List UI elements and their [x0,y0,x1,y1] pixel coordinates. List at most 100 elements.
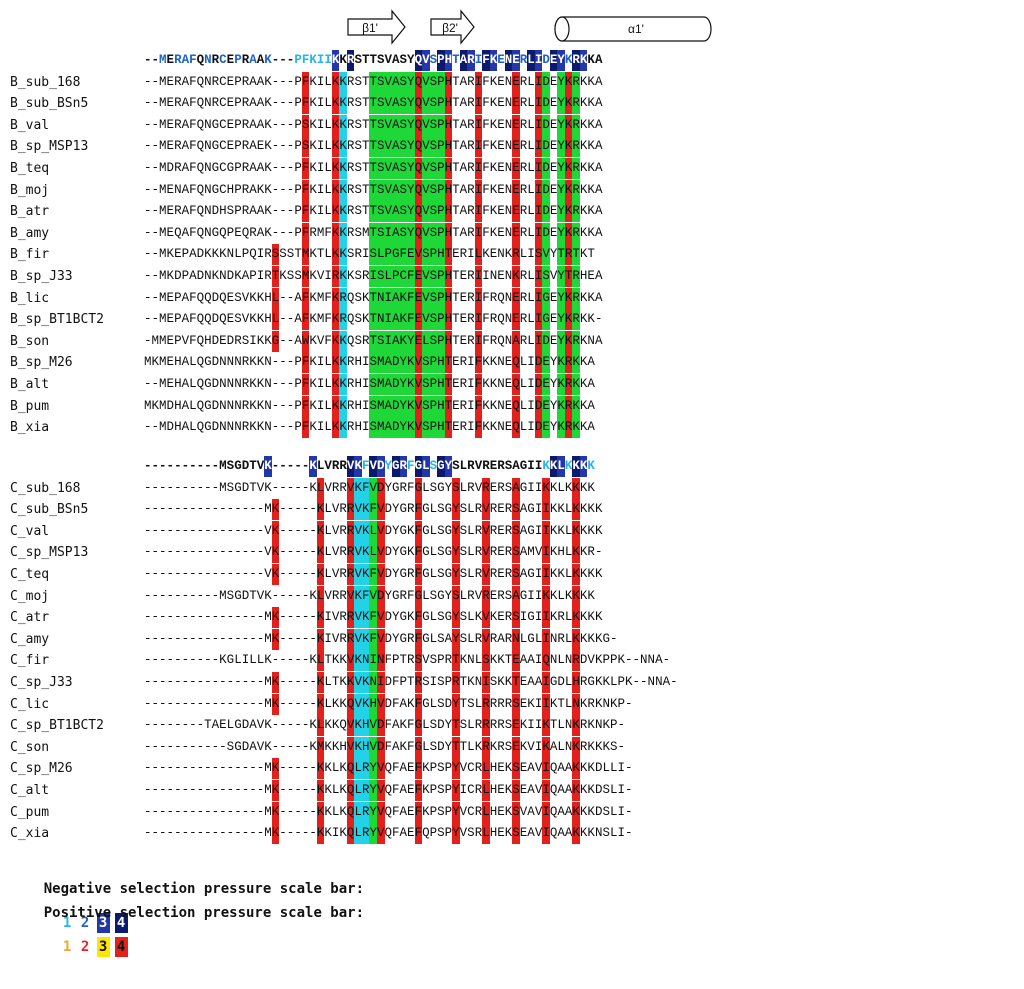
residue: S [399,158,408,179]
residue: Q [346,758,355,780]
sequence-name: B_xia [10,420,50,436]
residue: F [474,352,483,374]
residue: D [211,377,220,391]
residue: I [534,266,543,287]
residue: G [542,309,550,331]
residue: Q [512,395,520,417]
residue: K [407,523,415,538]
residue: L [429,696,438,711]
residue: Q [196,398,205,413]
residue: V [422,287,430,309]
residue: Y [399,374,408,395]
residue: - [151,631,160,646]
residue: K [564,158,573,179]
residue: L [324,355,332,370]
residue: K [579,377,588,391]
residue: - [271,718,280,733]
residue: - [241,502,250,517]
residue: R [564,417,573,439]
residue: N [226,420,235,435]
residue: P [174,333,182,348]
residue: - [234,567,242,581]
residue: G [399,567,408,581]
residue: S [354,182,362,197]
residue: R [407,567,415,581]
residue: K [489,96,498,111]
residue: Q [542,650,550,672]
residue: Y [369,780,377,801]
residue: A [459,117,468,132]
sequence-residues: ----------------MK-----KLTKKVKNIDFPTRSIS… [144,672,678,693]
residue: L [474,244,483,266]
residue: V [346,477,355,499]
residue: V [324,588,332,603]
residue: - [151,480,160,495]
residue: F [407,588,415,603]
residue: K [579,398,588,413]
consensus-residue: A [249,53,257,67]
residue: K [587,161,595,175]
residue: K [579,502,588,517]
residue: I [316,420,325,435]
residue: R [572,201,580,223]
residue: F [392,761,400,776]
residue: K [271,823,280,845]
residue: E [519,761,528,776]
residue: K [572,823,580,845]
residue: L [429,523,438,538]
residue: K [271,628,280,650]
residue: K [407,352,415,374]
residue: S [354,161,362,175]
residue: L [354,823,362,845]
residue: - [279,74,287,89]
residue: T [369,93,377,115]
residue: F [482,117,490,132]
residue: A [181,139,190,154]
residue: K [339,696,347,711]
residue: C [219,117,227,132]
residue: A [564,783,573,797]
residue: E [497,826,505,841]
residue: L [527,182,535,197]
residue: L [564,631,573,646]
residue: L [519,398,528,413]
residue: H [361,736,370,758]
residue: R [241,398,250,413]
residue: - [279,117,287,132]
residue: V [422,309,430,331]
residue: L [422,480,430,495]
residue: S [369,374,377,395]
residue: K [339,93,347,115]
residue: Y [399,417,408,439]
residue: - [226,804,235,819]
residue: D [211,204,220,219]
residue: - [174,739,182,754]
residue: K [489,739,498,754]
residue: - [204,783,212,797]
residue: I [542,520,550,542]
residue: K [594,739,603,754]
residue: K [264,161,272,175]
residue: - [279,545,287,560]
residue: - [241,567,250,581]
residue: S [429,739,438,754]
residue: Y [392,610,400,625]
residue: P [437,287,445,309]
residue: K [331,201,340,223]
residue: S [399,222,408,244]
residue: R [241,96,250,111]
residue: K [579,74,588,89]
residue: F [407,266,415,287]
legend-pos-3: 3 [96,937,110,957]
residue: M [159,290,167,305]
residue: D [211,333,220,348]
residue: L [467,502,475,517]
residue: G [211,182,220,197]
residue: N [504,290,513,305]
residue: N [594,826,603,841]
residue: K [346,269,355,283]
residue: - [294,783,302,797]
residue: - [279,377,287,391]
residue: G [549,675,558,689]
residue: R [497,718,505,733]
